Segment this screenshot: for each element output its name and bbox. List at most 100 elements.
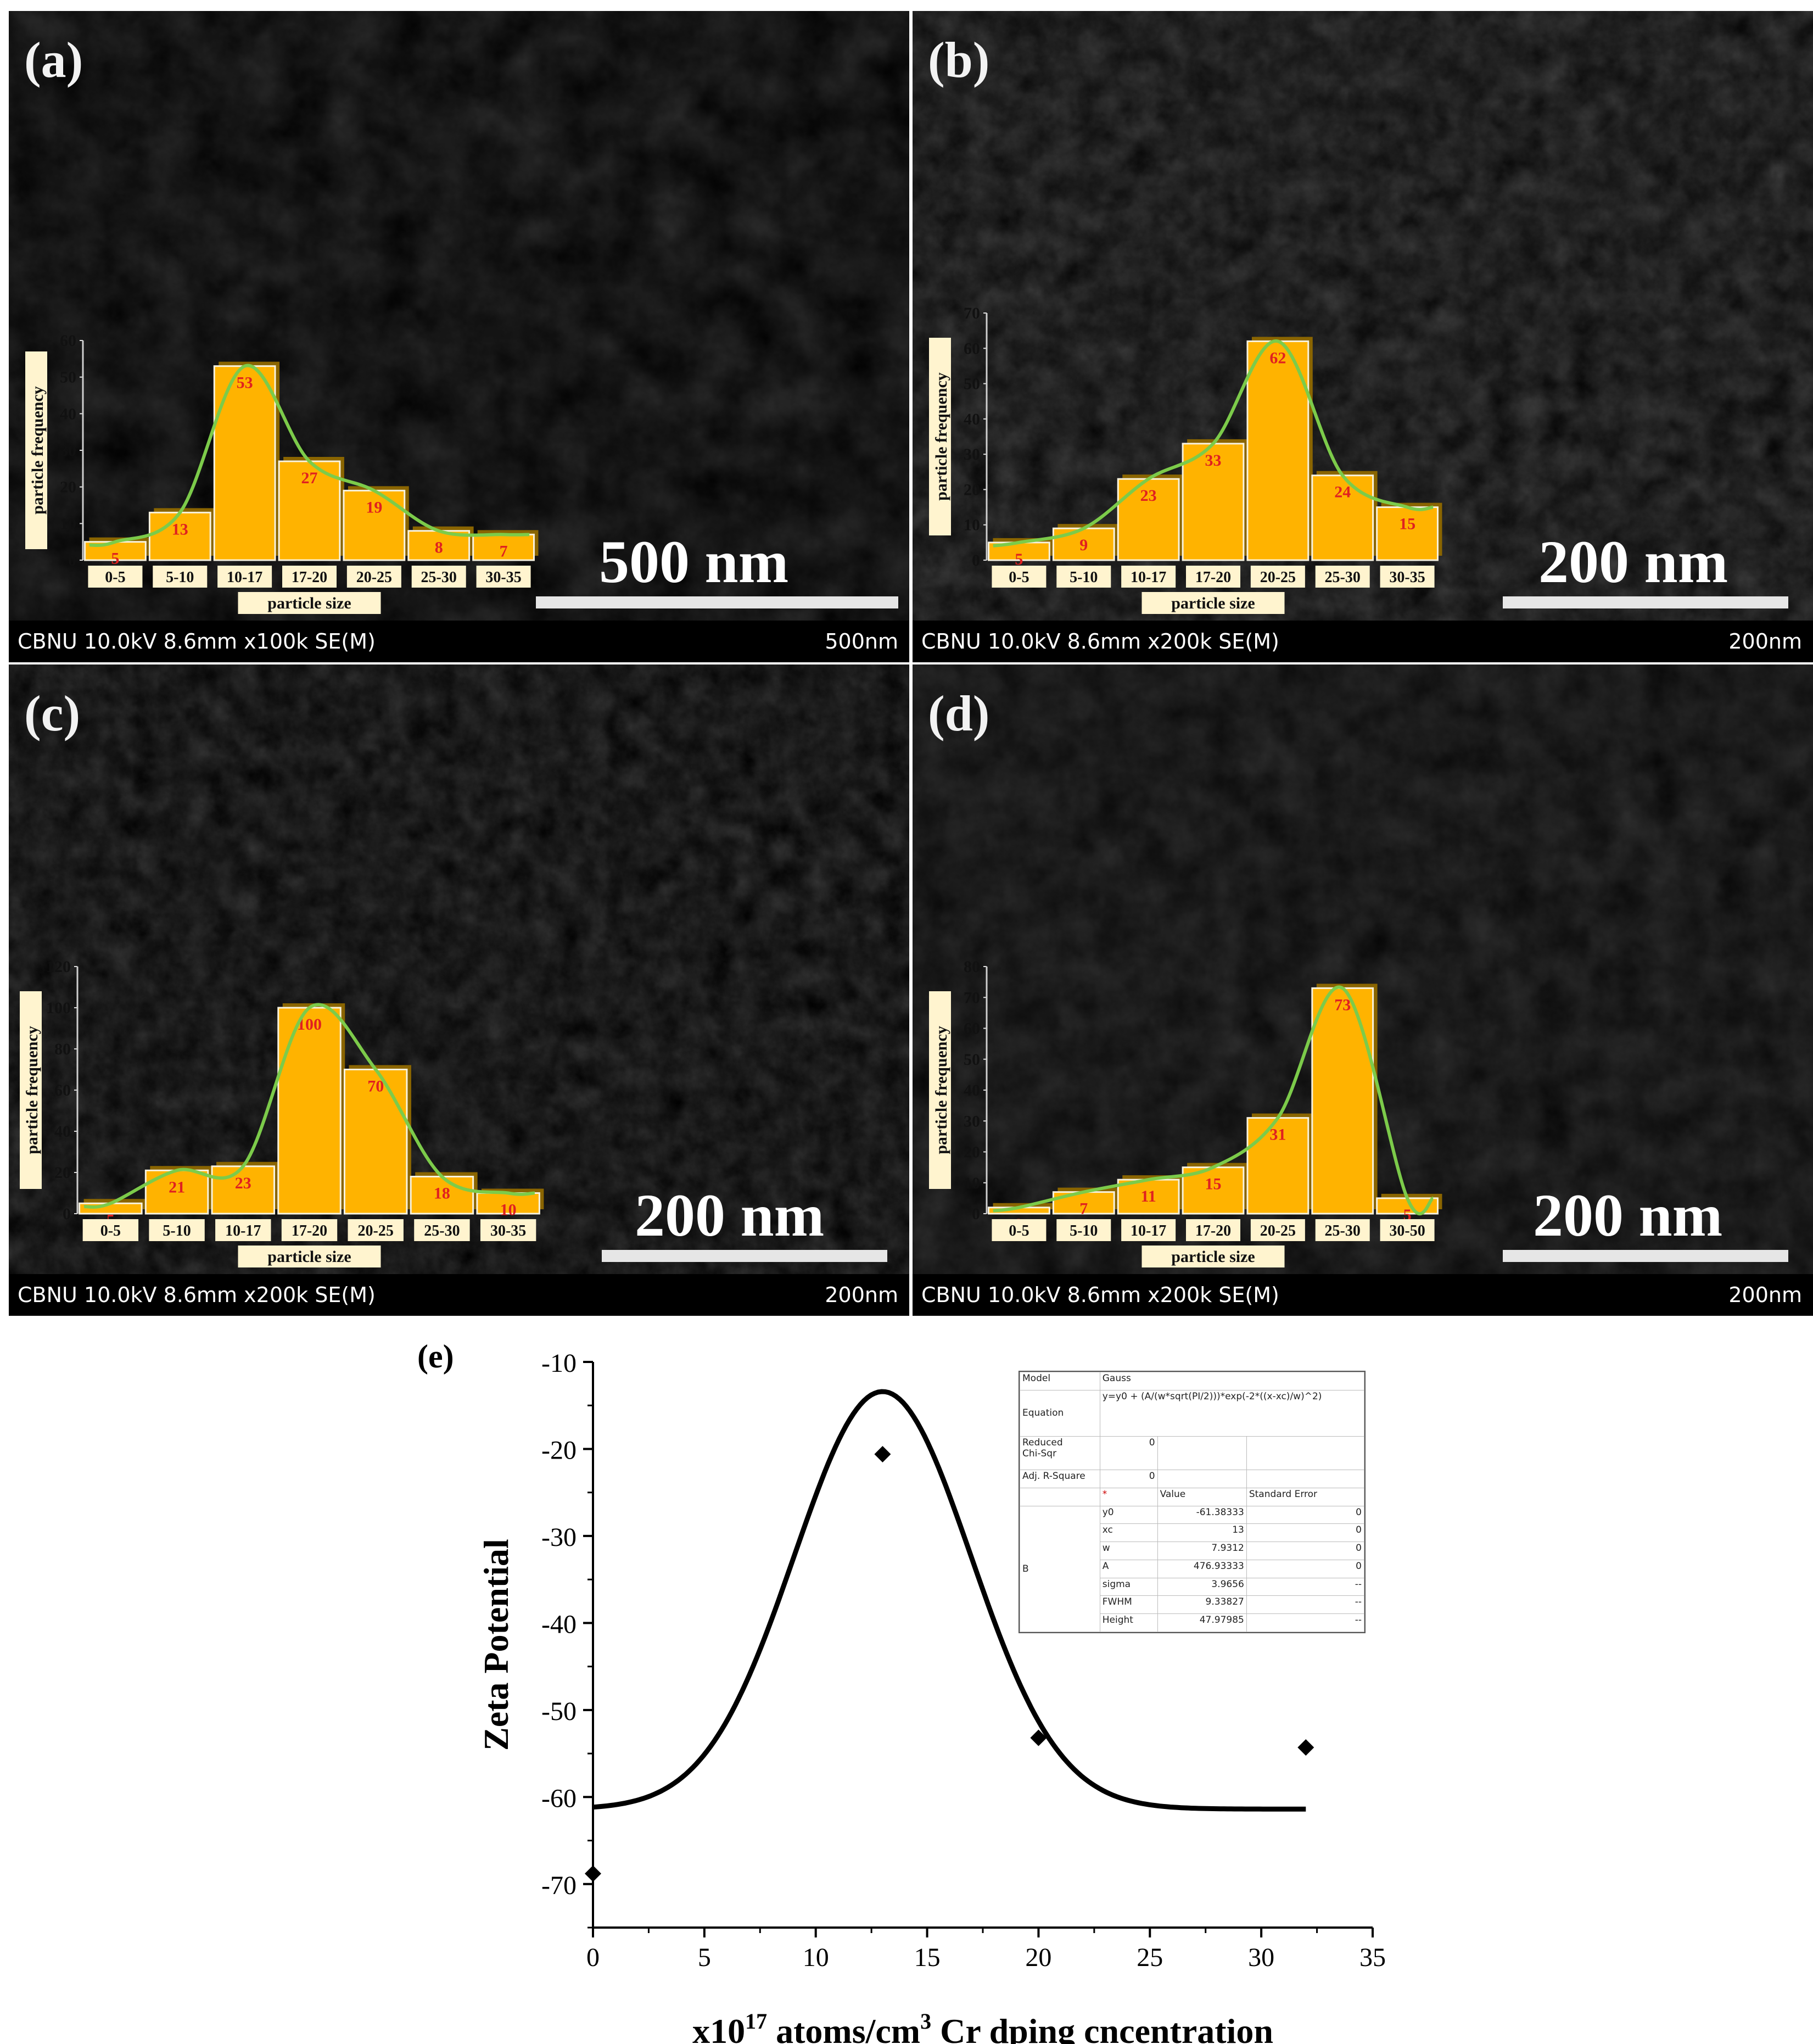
x-tick-label: 10-17 [1131, 1222, 1166, 1239]
y-axis-label-box [25, 351, 47, 549]
table-cell: 0 [1246, 1505, 1365, 1524]
table-cell: 7.9312 [1157, 1542, 1247, 1560]
y-tick-label: 30 [964, 445, 980, 463]
info-bar: CBNU 10.0kV 8.6mm x100k SE(M) 500nm [9, 621, 909, 662]
bar-value-label: 13 [172, 520, 188, 538]
gauss-fit-curve [592, 1389, 1306, 1812]
table-cell: 0 [1246, 1559, 1365, 1578]
x-tick-label: 10-17 [1131, 569, 1166, 586]
x-axis-label: particle size [267, 594, 351, 612]
bar-value-label: 15 [1399, 515, 1415, 533]
scale-label: 200 nm [1538, 528, 1728, 595]
y-tick-label: 50 [964, 375, 980, 393]
sem-panel-c: (c) particle frequency020406080100120521… [9, 664, 909, 1316]
bar-value-label: 70 [367, 1077, 384, 1096]
data-point [1030, 1729, 1047, 1746]
sem-panel-a: (a) particle frequency 0 10 20 30 40 50 60 5 13 53… [9, 11, 909, 662]
scale-bar [536, 596, 898, 608]
histogram-a: particle frequency 0 10 20 30 40 50 60 5 13 53 27 19… [25, 332, 539, 614]
y-tick-label: 20 [964, 1143, 980, 1161]
x-tick-label: 20-25 [356, 569, 392, 586]
x-axis-label-box [238, 592, 381, 614]
table-cell-text: Reduced [1022, 1437, 1063, 1448]
x-tick-label: 30 [1248, 1943, 1274, 1972]
table-cell: sigma [1099, 1577, 1158, 1596]
y-tick-label: 80 [964, 958, 980, 976]
y-tick-label: 70 [964, 304, 980, 322]
x-axis-label-box [1141, 1246, 1285, 1267]
scale-bar [1503, 1250, 1788, 1262]
y-axis-title: Zeta Potential [477, 1539, 516, 1751]
bar [1376, 506, 1439, 561]
x-tick-label-box [476, 566, 531, 588]
fit-curve [993, 339, 1434, 548]
x-tick-label-box [1315, 566, 1370, 588]
bar-value-label: 5 [111, 550, 119, 568]
x-tick-label: 25-30 [1325, 569, 1361, 586]
x-tick-label-box [1186, 566, 1240, 588]
y-tick-label: 20 [60, 478, 76, 496]
y-axis-label-box [929, 338, 951, 535]
table-cell [1157, 1470, 1247, 1488]
x-tick-label: 15 [914, 1943, 941, 1972]
y-tick-label: 0 [972, 551, 980, 569]
info-bar: CBNU 10.0kV 8.6mm x200k SE(M) 200nm [913, 1274, 1813, 1316]
x-tick-label: 25-30 [421, 569, 457, 586]
scale-label: 200 nm [1533, 1182, 1723, 1249]
info-scale: 200nm [825, 1283, 898, 1307]
table-cell: Model [1020, 1372, 1100, 1390]
y-axis-label-box [20, 991, 42, 1189]
info-bar: CBNU 10.0kV 8.6mm x200k SE(M) 200nm [913, 621, 1813, 662]
x-tick-label: 30-50 [1389, 1222, 1425, 1239]
x-tick-label: 0-5 [100, 1222, 121, 1239]
x-axis-title-part: x10 [692, 2012, 745, 2044]
y-tick-label: 10 [964, 1174, 980, 1192]
x-axis-title-part: Cr dping cncentration [931, 2012, 1273, 2044]
y-tick-label: 70 [964, 989, 980, 1007]
x-tick-label: 30-35 [490, 1222, 526, 1239]
x-tick-label-box [1250, 566, 1305, 588]
info-scale: 200nm [1728, 1283, 1802, 1307]
x-tick-label: 5-10 [163, 1222, 191, 1239]
fit-parameter-table: Model Gauss Equation y=y0 + (A/(w*sqrt(P… [1019, 1371, 1366, 1633]
x-tick-label: 17-20 [1195, 1222, 1231, 1239]
bar [148, 511, 211, 561]
table-cell: y=y0 + (A/(w*sqrt(PI/2)))*exp(-2*((x-xc)… [1099, 1389, 1365, 1437]
histogram-d: particle frequency0102030405060708027111… [929, 958, 1442, 1267]
y-tick-label: 40 [964, 410, 980, 428]
y-tick-label: 120 [46, 958, 71, 976]
bar-value-label: 31 [1269, 1126, 1286, 1144]
y-tick-label: 100 [46, 999, 71, 1017]
bar-value-label: 23 [235, 1174, 251, 1192]
x-tick-label: 0 [586, 1943, 600, 1972]
table-cell: 0 [1246, 1523, 1365, 1543]
y-tick-label: -20 [541, 1436, 577, 1465]
y-tick-label: 20 [964, 481, 980, 499]
y-tick-label: 10 [964, 516, 980, 534]
sem-panel-d: (d) particle frequency 0 10 20 30 40 50 60 70 80 2… [913, 664, 1813, 1316]
bar-value-label: 7 [1079, 1200, 1088, 1218]
x-tick-label: 17-20 [292, 1222, 327, 1239]
table-cell: 3.9656 [1157, 1577, 1247, 1596]
bar-value-label: 9 [1079, 536, 1088, 554]
x-axis-title: x1017 atoms/cm3 Cr dping cncentration [692, 2009, 1273, 2044]
x-tick-label: 10 [803, 1943, 829, 1972]
table-cell: -- [1246, 1613, 1365, 1632]
table-cell: 0 [1099, 1470, 1158, 1488]
x-tick-label-box [281, 1219, 338, 1241]
bar [1246, 1117, 1310, 1215]
table-cell: Reduced Chi-Sqr [1020, 1436, 1100, 1471]
x-tick-label: 10-17 [227, 569, 262, 586]
info-scale: 200nm [1728, 629, 1802, 654]
y-axis-label-text: particle frequency [932, 372, 950, 501]
table-cell: Value [1157, 1487, 1247, 1506]
x-tick-label: 10-17 [225, 1222, 261, 1239]
table-cell: 0 [1246, 1542, 1365, 1560]
x-tick-label: 17-20 [292, 569, 327, 586]
bar-value-label: 27 [301, 469, 318, 487]
table-cell: xc [1099, 1523, 1158, 1543]
bar-value-label: 15 [1205, 1175, 1222, 1193]
data-point [874, 1445, 891, 1462]
bar [472, 533, 535, 561]
